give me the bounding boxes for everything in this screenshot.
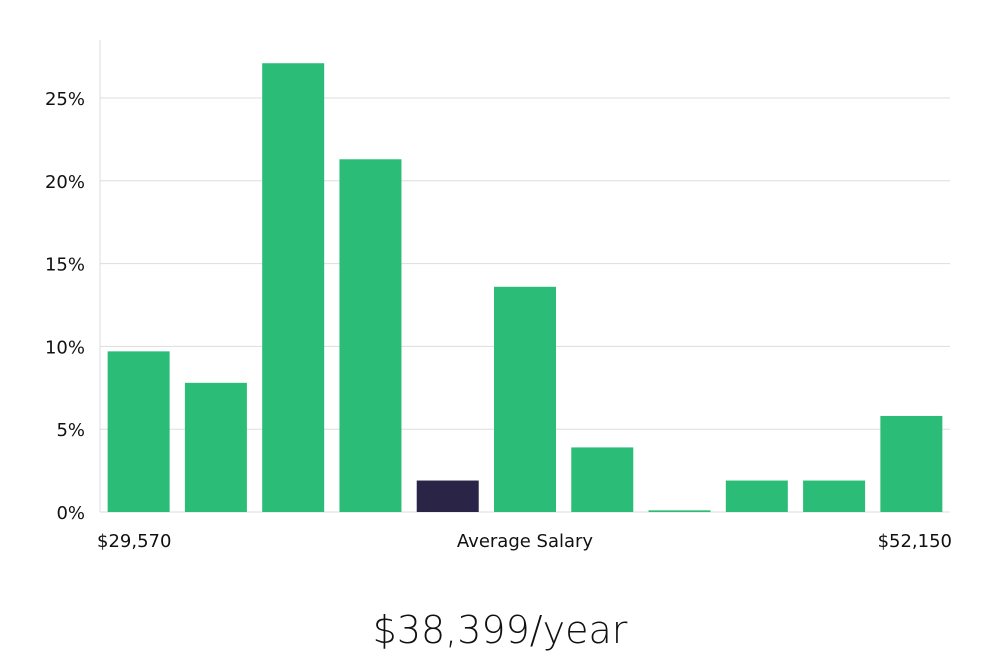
x-label-max: $52,150	[878, 531, 952, 552]
x-label-average: Average Salary	[457, 531, 594, 552]
bars	[107, 63, 943, 512]
bar	[648, 510, 711, 512]
y-tick-label: 20%	[45, 172, 85, 193]
bar-average-bin	[416, 480, 479, 512]
y-tick-label: 25%	[45, 89, 85, 110]
salary-histogram: 0%5%10%15%20%25% $29,570 Average Salary …	[45, 40, 952, 552]
bar	[339, 159, 402, 512]
bar	[725, 480, 788, 512]
bar	[184, 382, 247, 512]
y-tick-label: 15%	[45, 255, 85, 276]
bar	[262, 63, 325, 512]
x-label-min: $29,570	[97, 531, 171, 552]
y-tick-label: 0%	[56, 503, 85, 524]
bar	[803, 480, 866, 512]
bar	[880, 415, 943, 512]
y-axis-ticks: 0% 5% 10% 15% 20% 25%	[45, 89, 85, 524]
y-tick-label: 5%	[56, 420, 85, 441]
bar	[107, 351, 170, 512]
y-tick-label: 10%	[45, 337, 85, 358]
bar	[494, 286, 556, 512]
average-salary-value: $38,399/year	[372, 608, 628, 652]
bar	[571, 447, 634, 512]
